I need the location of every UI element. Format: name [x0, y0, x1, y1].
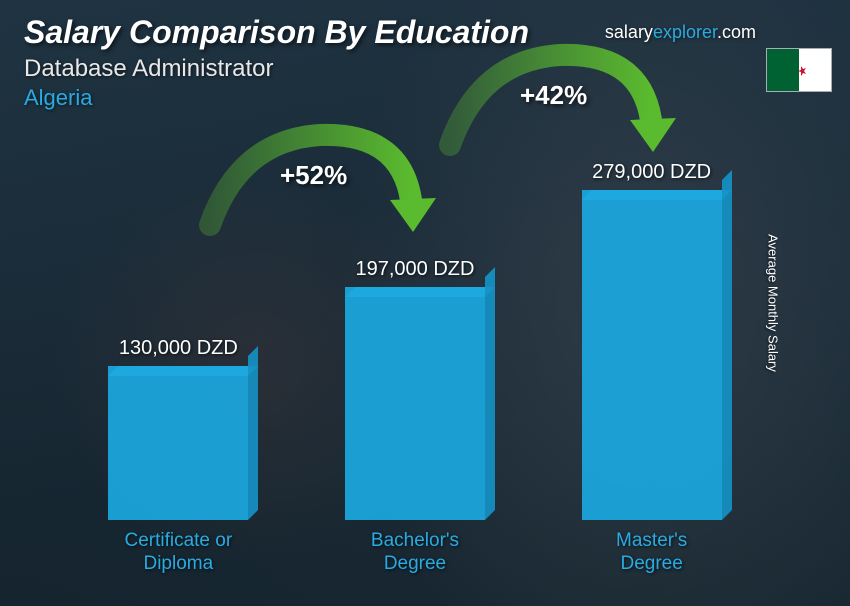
- bar-front-face: [345, 287, 485, 520]
- flag-emblem-icon: [786, 57, 812, 83]
- bar-category-label: Master'sDegree: [616, 530, 687, 576]
- branding-text: salaryexplorer.com: [605, 22, 756, 43]
- arrow-icon: [200, 130, 440, 270]
- page-subtitle: Database Administrator: [24, 55, 826, 83]
- bar-category-label: Certificate orDiploma: [124, 530, 232, 576]
- bar-group: 279,000 DZDMaster'sDegree: [562, 161, 742, 576]
- increase-arrow: +42%: [440, 50, 680, 195]
- bar-side-face: [248, 346, 258, 520]
- increase-pct-label: +42%: [520, 80, 587, 111]
- bar-group: 197,000 DZDBachelor'sDegree: [325, 258, 505, 576]
- bar: [108, 366, 248, 520]
- bar-category-label: Bachelor'sDegree: [371, 530, 459, 576]
- increase-arrow: +52%: [200, 130, 440, 275]
- bar-group: 130,000 DZD Certificate orDiploma: [88, 337, 268, 576]
- bar-front-face: [582, 190, 722, 520]
- branding-accent: explorer: [653, 22, 717, 42]
- increase-pct-label: +52%: [280, 160, 347, 191]
- arrow-icon: [440, 50, 680, 190]
- bar: [345, 287, 485, 520]
- bar-value-label: 130,000 DZD: [119, 337, 238, 360]
- branding-prefix: salary: [605, 22, 653, 42]
- bar-side-face: [722, 170, 732, 520]
- bar: [582, 190, 722, 520]
- country-label: Algeria: [24, 85, 826, 111]
- branding-suffix: .com: [717, 22, 756, 42]
- country-flag: [766, 48, 832, 92]
- bar-front-face: [108, 366, 248, 520]
- bar-side-face: [485, 267, 495, 520]
